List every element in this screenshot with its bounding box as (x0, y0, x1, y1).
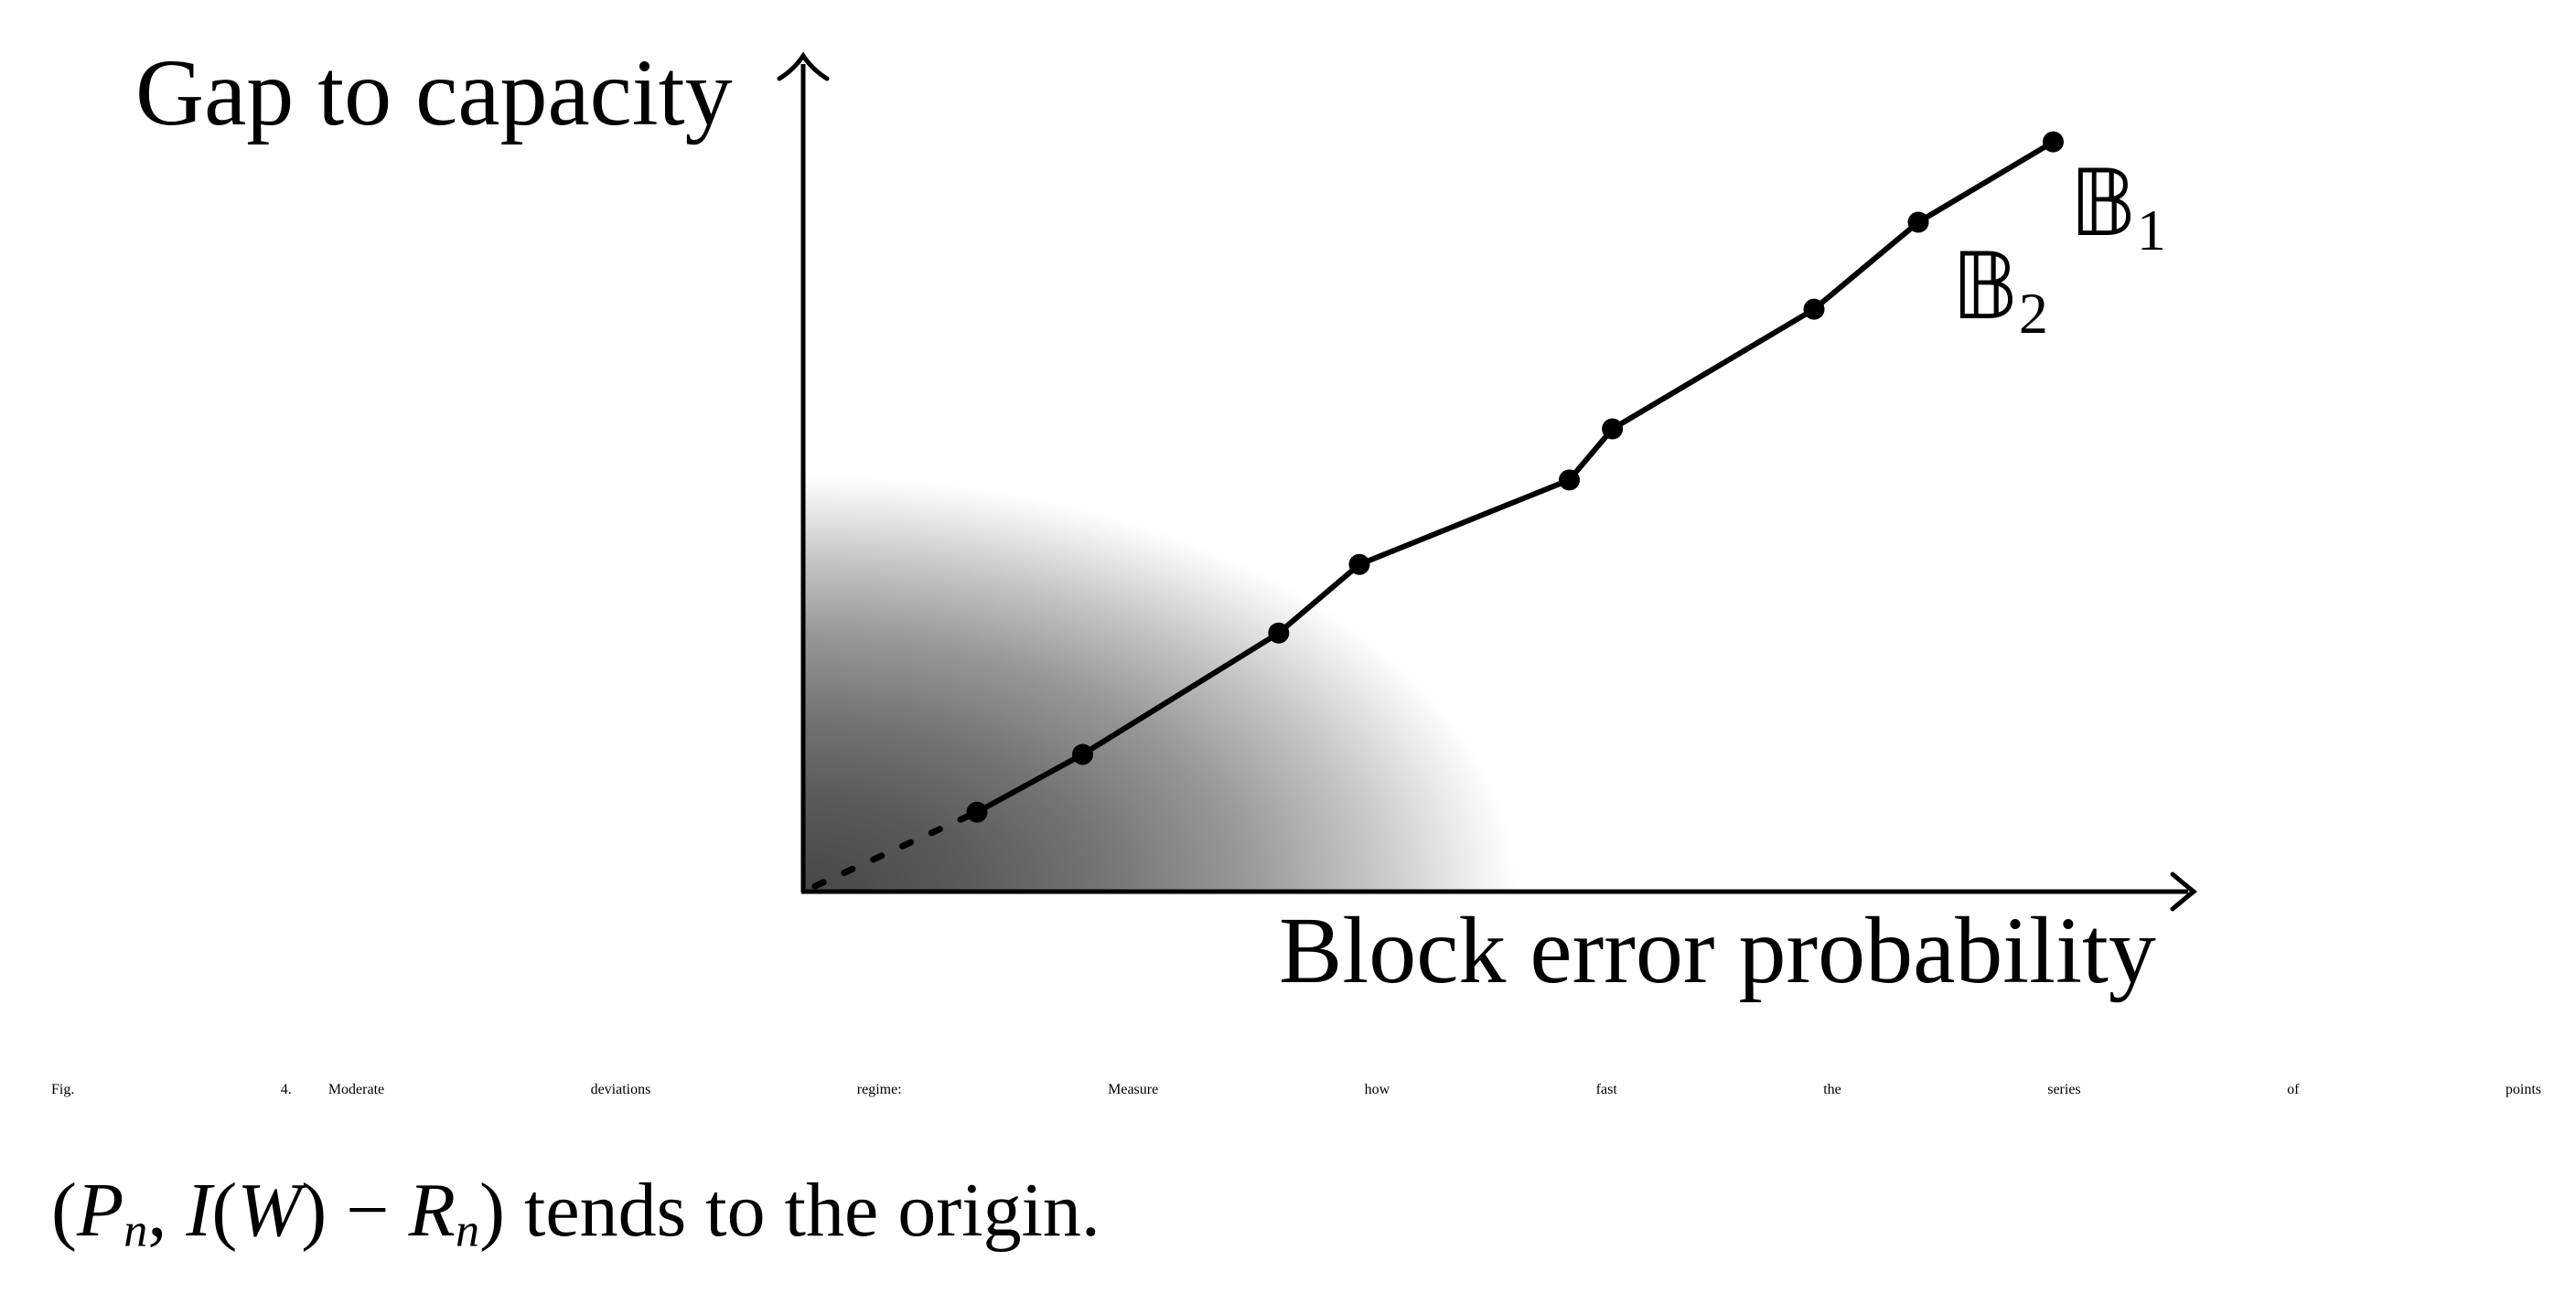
y-axis-label: Gap to capacity (135, 40, 733, 145)
caption-text-line2: ) tends to the origin. (479, 1168, 1100, 1253)
data-point-dot (1803, 298, 1825, 320)
series-point-label-b2: 𝔹2 (1951, 241, 2048, 343)
caption-math-minus: − (327, 1168, 409, 1253)
b1-subscript: 1 (2136, 198, 2166, 262)
series-dots-group (966, 131, 2064, 823)
x-axis-label: Block error probability (1279, 898, 2156, 1003)
caption-math-sub-n: n (123, 1204, 148, 1257)
caption-math-sub-n: n (455, 1204, 480, 1257)
data-point-dot (1348, 553, 1370, 575)
caption-math: ) (301, 1168, 327, 1253)
x-axis-arrowhead-icon (2170, 871, 2198, 912)
origin-gradient-blob (803, 476, 1517, 892)
figure-caption-line1: Fig. 4. Moderate deviations regime: Measu… (51, 1082, 2541, 1098)
figure-caption-line2: (Pn, I(W) − Rn) tends to the origin. (51, 1166, 1100, 1257)
caption-math-W: W (237, 1168, 302, 1253)
caption-math-P: P (76, 1168, 124, 1253)
caption-text-line1: Moderate deviations regime: Measure how … (327, 1082, 2542, 1097)
dotted-origin-segment (811, 808, 981, 890)
data-point-dot (966, 801, 988, 823)
data-point-dot (1268, 622, 1290, 644)
caption-math: ( (211, 1168, 238, 1253)
b1-blackboard-b: 𝔹 (2069, 149, 2137, 257)
b2-subscript: 2 (2018, 281, 2048, 346)
data-point-dot (1559, 469, 1581, 491)
series-point-label-b1: 𝔹1 (2069, 157, 2166, 260)
figure-number: Fig. 4. (51, 1082, 292, 1097)
caption-math: ( (51, 1168, 77, 1253)
b2-blackboard-b: 𝔹 (1951, 232, 2019, 340)
data-point-dot (1907, 211, 1929, 233)
data-point-dot (1602, 418, 1624, 440)
data-point-dot (1072, 743, 1094, 765)
caption-math: , (147, 1168, 187, 1253)
caption-math-I: I (186, 1168, 212, 1253)
data-point-dot (2042, 131, 2064, 153)
caption-math-R: R (408, 1168, 456, 1253)
y-axis-arrowhead-icon (777, 51, 830, 81)
